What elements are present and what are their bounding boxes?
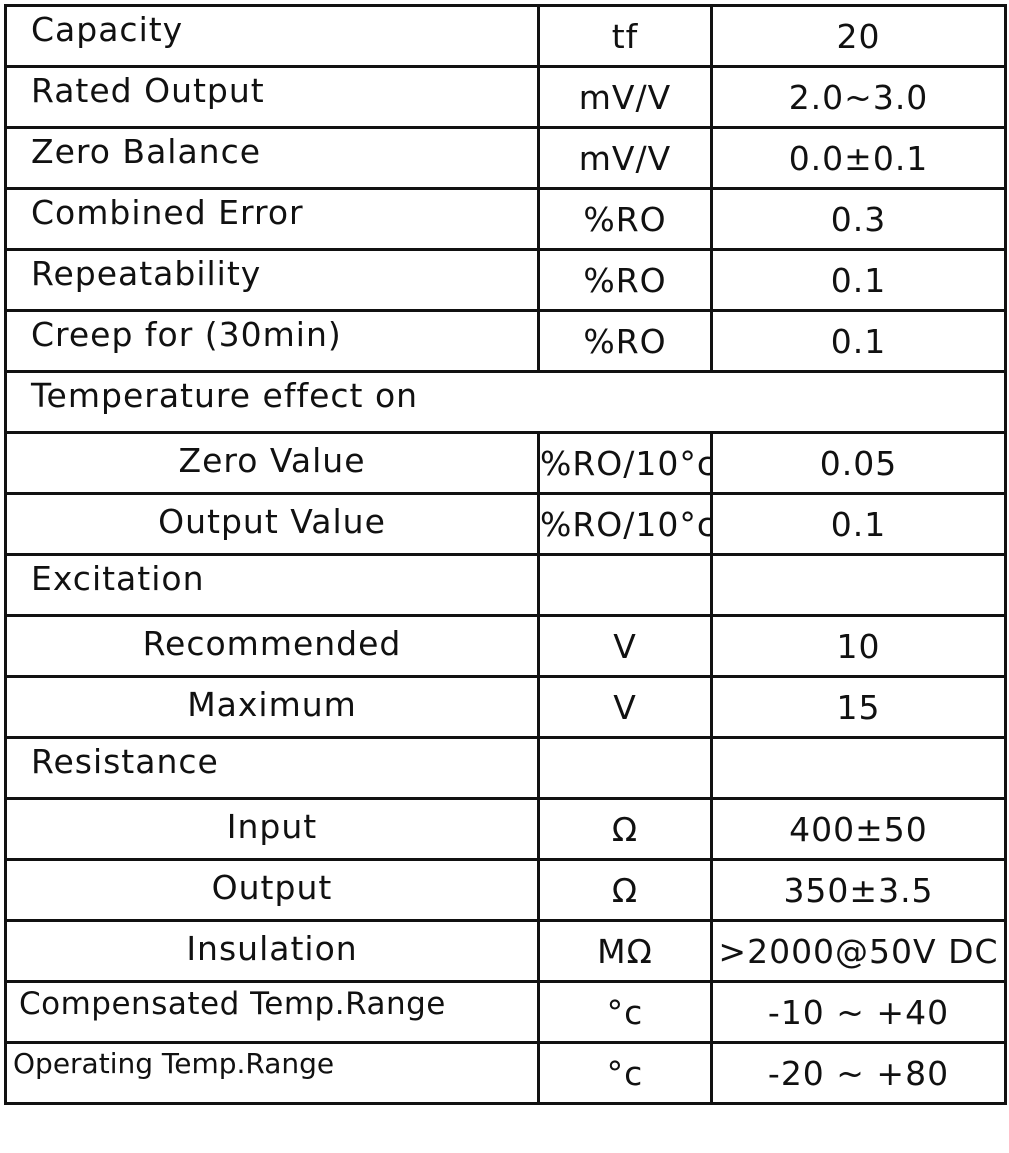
unit-cell: %RO bbox=[537, 187, 713, 251]
param-label: Creep for (30min) bbox=[31, 315, 342, 354]
unit-cell: V bbox=[537, 614, 713, 678]
param-label: Input bbox=[226, 807, 318, 846]
table-row: Creep for (30min) %RO 0.1 bbox=[4, 309, 1007, 373]
unit-cell bbox=[537, 553, 713, 617]
param-cell: Compensated Temp.Range bbox=[4, 980, 540, 1044]
param-cell: Output Value bbox=[4, 492, 540, 556]
param-label: Zero Value bbox=[178, 441, 366, 480]
unit-cell: mV/V bbox=[537, 126, 713, 190]
param-cell: Insulation bbox=[4, 919, 540, 983]
table-row: Zero Value %RO/10°c 0.05 bbox=[4, 431, 1007, 495]
table-row: Recommended V 10 bbox=[4, 614, 1007, 678]
param-label: Insulation bbox=[186, 929, 358, 968]
table-row: Excitation bbox=[4, 553, 1007, 617]
table-row: Combined Error %RO 0.3 bbox=[4, 187, 1007, 251]
value-cell: -20 ~ +80 bbox=[710, 1041, 1007, 1105]
param-label: Repeatability bbox=[31, 254, 262, 293]
value-cell: -10 ~ +40 bbox=[710, 980, 1007, 1044]
table-row: Compensated Temp.Range °c -10 ~ +40 bbox=[4, 980, 1007, 1044]
param-cell: Creep for (30min) bbox=[4, 309, 540, 373]
param-cell: Zero Value bbox=[4, 431, 540, 495]
param-label: Combined Error bbox=[31, 193, 304, 232]
param-label: Recommended bbox=[142, 624, 402, 663]
param-label: Output Value bbox=[158, 502, 386, 541]
table-row: Rated Output mV/V 2.0~3.0 bbox=[4, 65, 1007, 129]
value-cell: 0.0±0.1 bbox=[710, 126, 1007, 190]
param-cell: Repeatability bbox=[4, 248, 540, 312]
unit-cell: Ω bbox=[537, 858, 713, 922]
param-cell: Output bbox=[4, 858, 540, 922]
param-label: Compensated Temp.Range bbox=[19, 986, 446, 1022]
unit-cell: Ω bbox=[537, 797, 713, 861]
value-cell: 10 bbox=[710, 614, 1007, 678]
param-label: Resistance bbox=[31, 742, 219, 781]
param-cell: Zero Balance bbox=[4, 126, 540, 190]
value-cell: 0.05 bbox=[710, 431, 1007, 495]
unit-cell: °c bbox=[537, 980, 713, 1044]
value-cell: 400±50 bbox=[710, 797, 1007, 861]
param-label: Excitation bbox=[31, 559, 205, 598]
table-row: Output Value %RO/10°c 0.1 bbox=[4, 492, 1007, 556]
param-cell: Operating Temp.Range bbox=[4, 1041, 540, 1105]
param-cell: Excitation bbox=[4, 553, 540, 617]
table-row: Capacity tf 20 bbox=[4, 4, 1007, 68]
param-label: Zero Balance bbox=[31, 132, 262, 171]
unit-cell: %RO bbox=[537, 248, 713, 312]
table-row: Maximum V 15 bbox=[4, 675, 1007, 739]
unit-cell: %RO bbox=[537, 309, 713, 373]
table-row: Repeatability %RO 0.1 bbox=[4, 248, 1007, 312]
param-cell: Maximum bbox=[4, 675, 540, 739]
param-cell: Input bbox=[4, 797, 540, 861]
value-cell: 20 bbox=[710, 4, 1007, 68]
unit-cell: °c bbox=[537, 1041, 713, 1105]
table-row-section: Temperature effect on bbox=[4, 370, 1007, 434]
value-cell: 0.1 bbox=[710, 248, 1007, 312]
param-cell: Recommended bbox=[4, 614, 540, 678]
unit-cell: %RO/10°c bbox=[537, 431, 713, 495]
param-label: Maximum bbox=[187, 685, 357, 724]
value-cell: 0.1 bbox=[710, 309, 1007, 373]
table-row: Resistance bbox=[4, 736, 1007, 800]
unit-cell: tf bbox=[537, 4, 713, 68]
value-cell: 2.0~3.0 bbox=[710, 65, 1007, 129]
value-cell: 350±3.5 bbox=[710, 858, 1007, 922]
param-cell: Capacity bbox=[4, 4, 540, 68]
unit-cell: mV/V bbox=[537, 65, 713, 129]
param-label: Rated Output bbox=[31, 71, 265, 110]
param-label: Capacity bbox=[31, 10, 184, 49]
table-row: Input Ω 400±50 bbox=[4, 797, 1007, 861]
section-header-cell: Temperature effect on bbox=[4, 370, 1007, 434]
value-cell: >2000@50V DC bbox=[710, 919, 1007, 983]
unit-cell bbox=[537, 736, 713, 800]
section-header-label: Temperature effect on bbox=[31, 376, 419, 415]
param-label: Operating Temp.Range bbox=[13, 1047, 335, 1080]
value-cell bbox=[710, 553, 1007, 617]
value-cell bbox=[710, 736, 1007, 800]
value-cell: 0.3 bbox=[710, 187, 1007, 251]
unit-cell: MΩ bbox=[537, 919, 713, 983]
spec-table: Capacity tf 20 Rated Output mV/V 2.0~3.0… bbox=[4, 4, 1007, 1105]
value-cell: 0.1 bbox=[710, 492, 1007, 556]
param-cell: Rated Output bbox=[4, 65, 540, 129]
table-row: Operating Temp.Range °c -20 ~ +80 bbox=[4, 1041, 1007, 1105]
param-cell: Resistance bbox=[4, 736, 540, 800]
value-cell: 15 bbox=[710, 675, 1007, 739]
table-row: Zero Balance mV/V 0.0±0.1 bbox=[4, 126, 1007, 190]
param-label: Output bbox=[211, 868, 333, 907]
unit-cell: %RO/10°c bbox=[537, 492, 713, 556]
unit-cell: V bbox=[537, 675, 713, 739]
table-row: Output Ω 350±3.5 bbox=[4, 858, 1007, 922]
table-row: Insulation MΩ >2000@50V DC bbox=[4, 919, 1007, 983]
param-cell: Combined Error bbox=[4, 187, 540, 251]
